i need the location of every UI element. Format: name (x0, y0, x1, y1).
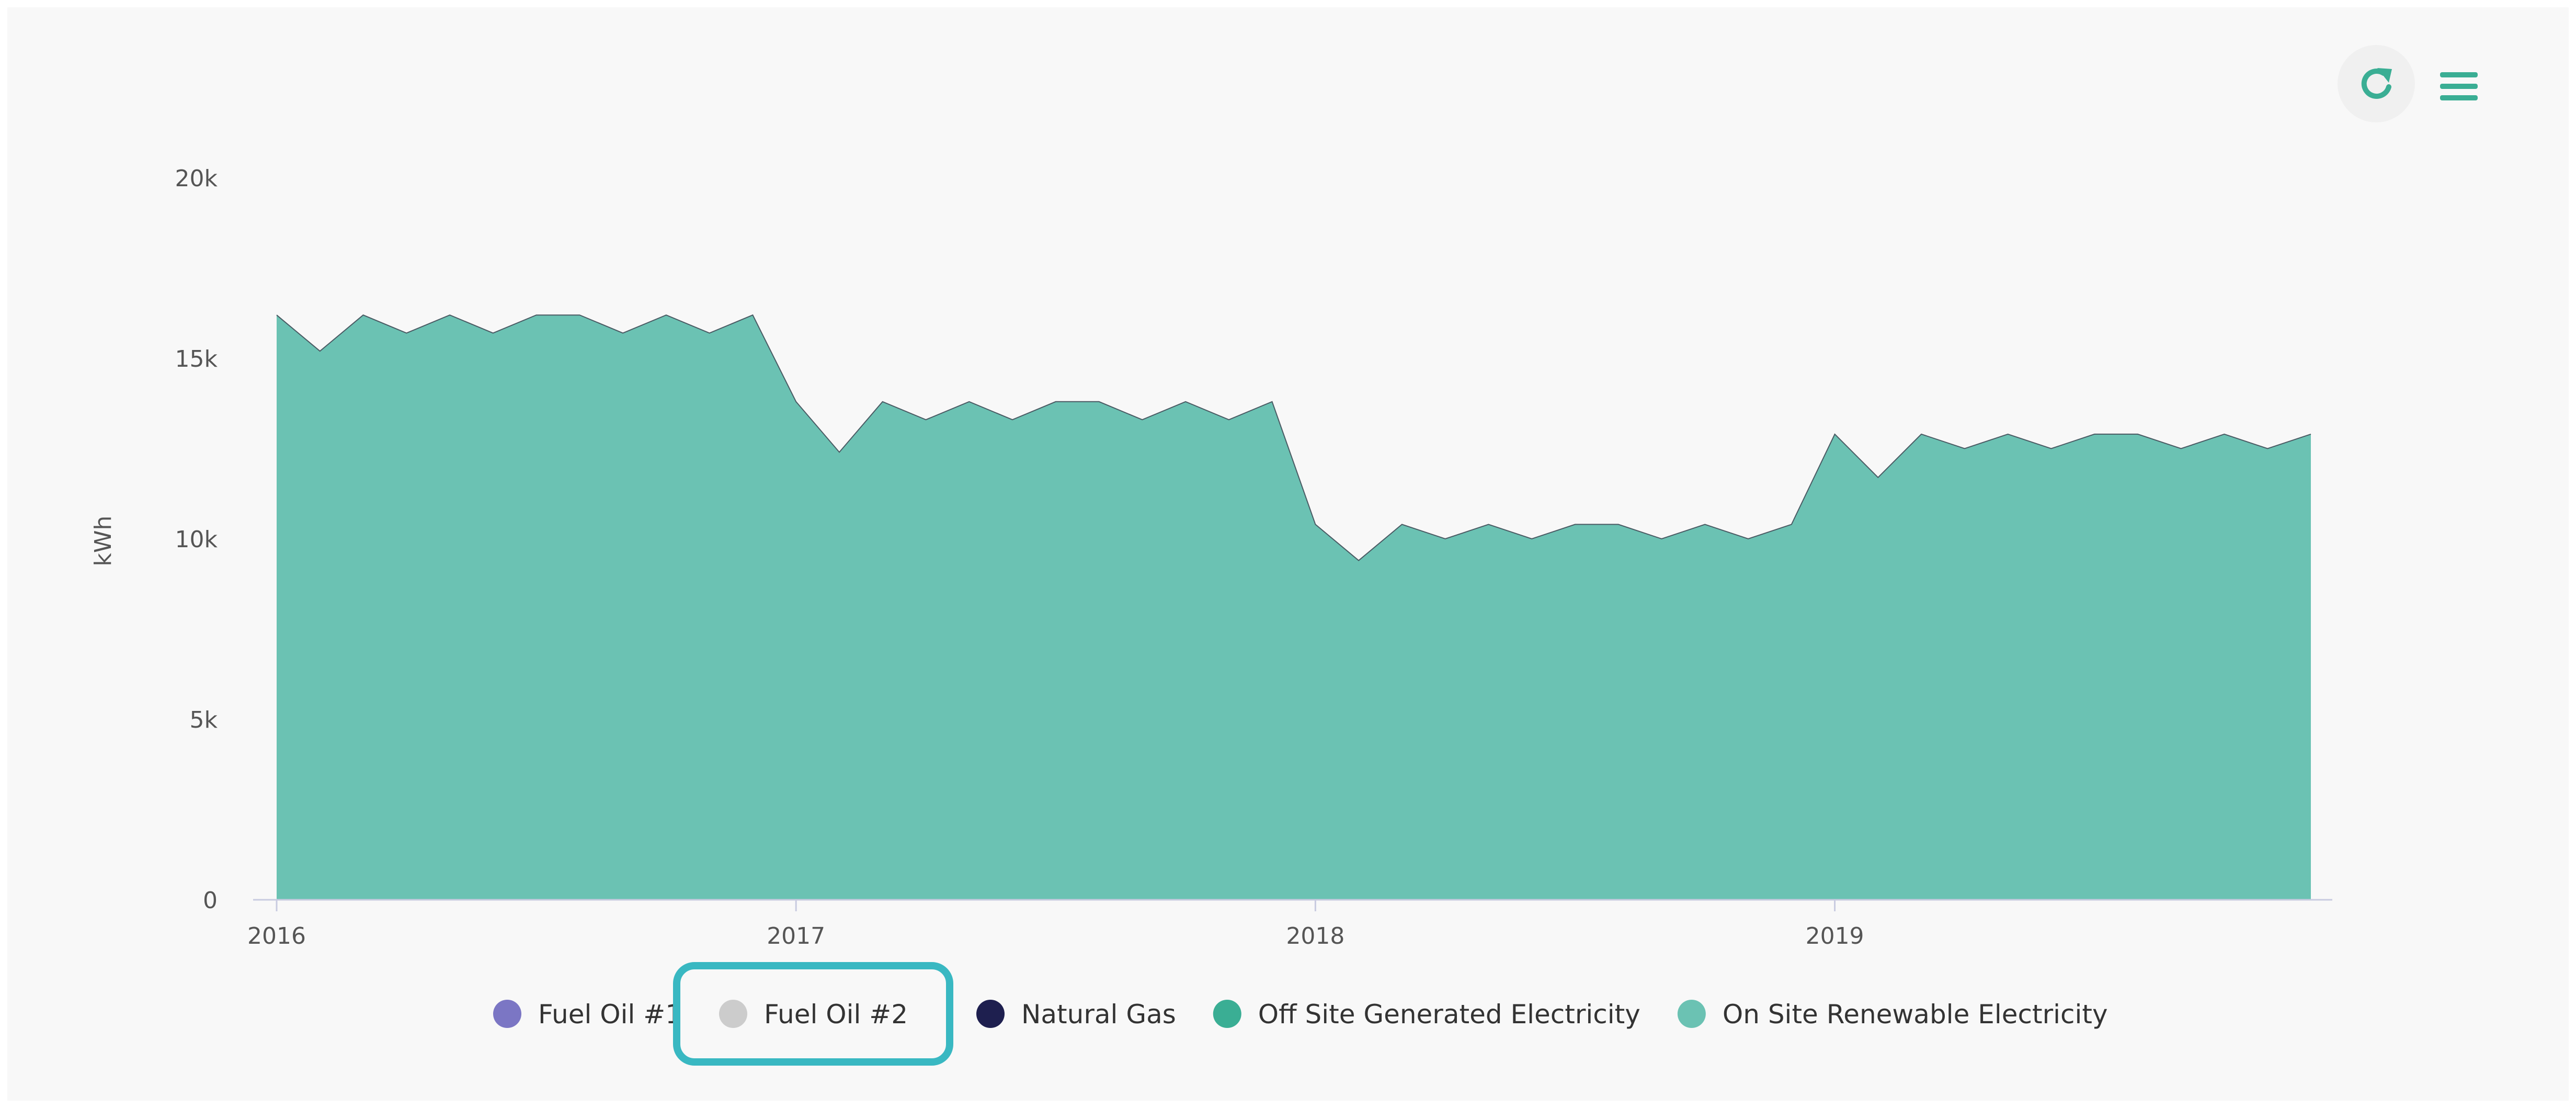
legend-marker (1677, 1000, 1706, 1028)
legend-item-on-site-renewable-electricity[interactable]: On Site Renewable Electricity (1677, 999, 2108, 1030)
legend-marker (719, 1000, 747, 1028)
x-tick-label: 2018 (1286, 923, 1344, 949)
refresh-icon (2361, 68, 2392, 99)
legend-label: Fuel Oil #2 (764, 999, 908, 1030)
y-tick-label: 15k (175, 346, 218, 372)
y-axis-title: kWh (90, 516, 117, 567)
y-tick-label: 5k (190, 707, 218, 733)
legend: Fuel Oil #1 Fuel Oil #2 Natural Gas Off Sit… (493, 962, 2108, 1066)
y-tick-label: 20k (175, 165, 218, 192)
x-tick-label: 2019 (1806, 923, 1864, 949)
y-tick-label: 0 (203, 887, 218, 914)
area-series-on-site-renewable-electricity[interactable] (277, 315, 2311, 900)
legend-marker (1213, 1000, 1241, 1028)
legend-item-fuel-oil-1[interactable]: Fuel Oil #1 (493, 999, 682, 1030)
x-axis-ticks: 2016 2017 2018 2019 (247, 900, 1864, 949)
series-line (276, 314, 2311, 561)
x-tick-label: 2017 (767, 923, 825, 949)
legend-label: Fuel Oil #1 (538, 999, 682, 1030)
legend-item-natural-gas[interactable]: Natural Gas (976, 999, 1176, 1030)
hamburger-menu-icon (2440, 72, 2478, 100)
y-tick-label: 10k (175, 526, 218, 553)
legend-label: Off Site Generated Electricity (1258, 999, 1640, 1030)
menu-button[interactable] (2423, 54, 2482, 113)
refresh-button[interactable] (2338, 45, 2415, 122)
legend-item-off-site-generated-electricity[interactable]: Off Site Generated Electricity (1213, 999, 1640, 1030)
legend-item-fuel-oil-2[interactable]: Fuel Oil #2 (673, 962, 953, 1066)
y-axis-ticks: 0 5k 10k 15k 20k (175, 165, 218, 914)
chart-card: kWh 0 5k 10k 15k 20k 2016 2017 2018 2019 Fuel O… (7, 7, 2569, 1101)
legend-marker (976, 1000, 1005, 1028)
legend-label: Natural Gas (1021, 999, 1176, 1030)
plot-area (276, 314, 2311, 900)
legend-label: On Site Renewable Electricity (1723, 999, 2108, 1030)
area-chart: kWh 0 5k 10k 15k 20k 2016 2017 2018 2019 Fuel O… (90, 45, 2482, 1066)
legend-highlight-box (673, 962, 953, 1066)
x-tick-label: 2016 (247, 923, 306, 949)
legend-marker (493, 1000, 521, 1028)
